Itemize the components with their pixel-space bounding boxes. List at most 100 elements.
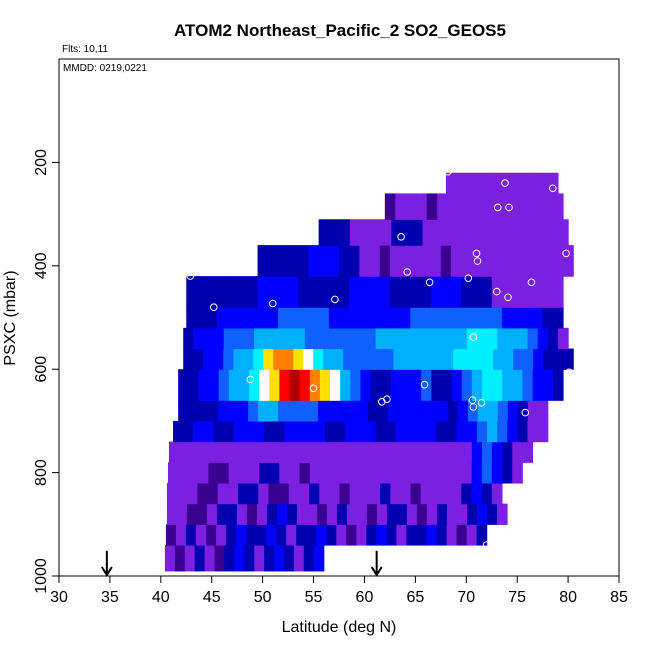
heatmap-cell [274,327,286,350]
heatmap-cell [456,327,468,350]
heatmap-cell [349,307,360,329]
heatmap-cell [461,276,472,308]
heatmap-cell [487,327,498,350]
heatmap-cell [441,482,452,505]
heatmap-cell [337,400,349,422]
heatmap-cell [512,245,523,277]
heatmap-cell [196,307,208,329]
heatmap-cell [491,462,503,484]
heatmap-cell [406,524,418,546]
data-point [469,403,478,411]
heatmap-cell [451,307,462,329]
heatmap-cell [416,503,428,525]
heatmap-cell [269,369,281,401]
heatmap-cell [366,503,378,525]
heatmap-cell [381,441,392,463]
heatmap-cell [357,400,369,422]
heatmap-cell [339,219,351,246]
heatmap-cell [296,503,308,525]
heatmap-cell [280,441,291,463]
heatmap-cell [198,400,209,422]
heatmap-cell [422,219,434,246]
heatmap-cell [174,544,186,572]
heatmap-cell [471,276,483,308]
heatmap-cell [537,172,549,195]
heatmap-cell [178,400,189,422]
heatmap-cell [349,219,361,246]
heatmap-cell [383,348,394,370]
heatmap-cell [313,348,324,370]
heatmap-cell [395,327,407,350]
data-point [505,203,513,212]
data-point [521,408,530,417]
heatmap-cell [370,441,382,463]
heatmap-cell [277,307,289,329]
heatmap-cell [213,420,225,443]
heatmap-cell [507,327,519,350]
heatmap-cell [300,441,311,463]
heatmap-cell [228,400,239,422]
heatmap-cell [445,172,457,195]
heatmap-cell [542,307,554,329]
data-point [464,274,473,283]
heatmap-cell [186,307,198,329]
heatmap-cell [226,503,238,525]
heatmap-cell [307,400,319,422]
heatmap-cell [283,348,294,370]
heatmap-cell [446,503,458,525]
heatmap-cell [276,503,288,525]
heatmap-cell [532,276,544,308]
heatmap-cell [278,400,289,422]
data-point [482,541,491,549]
heatmap-cell [267,245,279,277]
heatmap-cell [339,276,350,308]
heatmap-cell [437,400,449,422]
heatmap-cell [441,369,453,401]
heatmap-cell [289,462,301,484]
heatmap-cell [430,482,442,505]
heatmap-cell [196,503,208,525]
heatmap-cell [400,307,411,329]
heatmap-cell [474,219,486,246]
heatmap-cell [492,369,503,401]
heatmap-cell [316,524,327,546]
data-point [562,249,570,258]
heatmap-cell [267,307,279,329]
y-tick-label: 800 [33,459,50,486]
heatmap-cell [400,369,412,401]
heatmap-cell [308,245,320,277]
heatmap-cell [476,172,488,195]
heatmap-cell [224,544,235,572]
heatmap-cell [360,369,372,401]
heatmap-cell [517,400,529,422]
heatmap-cell [233,420,245,443]
heatmap-cell [426,503,438,525]
heatmap-cell [473,348,484,370]
heatmap-cell [412,219,424,246]
heatmap-cell [484,219,496,246]
heatmap-cell [350,369,362,401]
heatmap-cell [310,441,322,463]
heatmap-cell [239,441,251,463]
heatmap-cell [386,524,398,546]
heatmap-cell [427,400,439,422]
heatmap-cell [176,503,188,525]
heatmap-cell [436,420,448,443]
heatmap-cell [522,307,534,329]
arrow-marker [101,550,113,577]
heatmap-cell [216,307,228,329]
heatmap-cell [330,441,342,463]
heatmap-cell [186,276,198,308]
data-point [527,278,536,287]
heatmap-cell [254,327,265,350]
heatmap-cell [468,193,480,220]
heatmap-cell [436,524,448,546]
heatmap-cell [183,327,194,350]
heatmap-cell [340,441,352,463]
data-point [420,380,429,389]
chart-title: ATOM2 Northeast_Pacific_2 SO2_GEOS5 [174,21,506,40]
heatmap-cell [532,369,544,401]
heatmap-cell [246,524,257,546]
heatmap-cell [502,369,513,401]
heatmap-cell [532,245,544,277]
